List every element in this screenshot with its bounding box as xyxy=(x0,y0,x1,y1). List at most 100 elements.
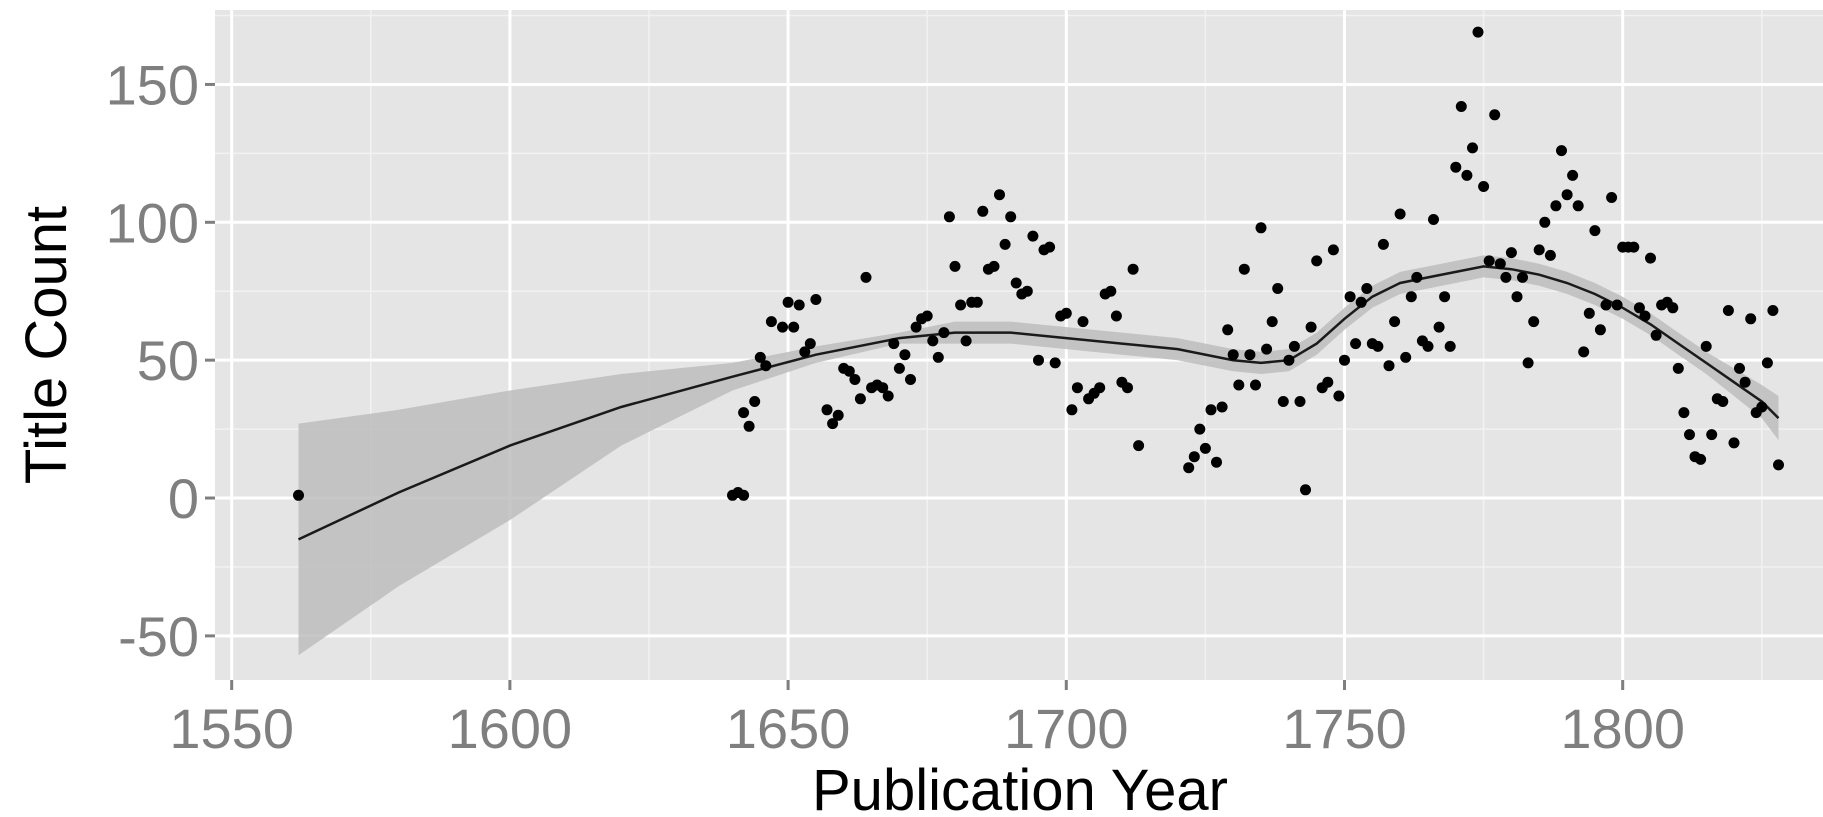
x-axis-title: Publication Year xyxy=(812,758,1228,817)
data-point xyxy=(1678,407,1690,419)
data-point xyxy=(1505,247,1517,259)
data-point xyxy=(1305,321,1317,333)
data-point xyxy=(1728,437,1740,449)
data-point xyxy=(804,338,816,350)
data-point xyxy=(810,294,822,305)
data-point xyxy=(1199,442,1211,454)
data-point xyxy=(1650,329,1662,341)
data-point xyxy=(1773,459,1784,471)
data-point xyxy=(1105,285,1117,297)
data-point xyxy=(1667,302,1679,314)
data-point xyxy=(1333,390,1345,402)
data-point xyxy=(1722,305,1734,316)
data-point xyxy=(760,360,772,372)
data-point xyxy=(938,327,950,339)
data-point xyxy=(1372,340,1384,352)
data-point xyxy=(1327,244,1339,256)
data-point xyxy=(955,299,967,311)
data-point xyxy=(1283,354,1295,366)
data-point xyxy=(1122,382,1133,394)
data-point xyxy=(1461,169,1473,181)
data-point xyxy=(1606,192,1618,203)
data-point xyxy=(1288,340,1300,352)
data-point xyxy=(1628,241,1640,253)
data-point xyxy=(1500,271,1512,283)
data-point xyxy=(1467,142,1478,154)
data-point xyxy=(1227,349,1239,361)
data-point xyxy=(1383,360,1395,372)
data-point xyxy=(1745,313,1757,325)
data-point xyxy=(1400,351,1412,363)
x-tick-label: 1700 xyxy=(1004,697,1129,760)
data-point xyxy=(899,349,911,361)
data-point xyxy=(1188,451,1200,463)
data-point xyxy=(1700,340,1712,352)
data-point xyxy=(1127,263,1139,275)
data-point xyxy=(1739,376,1751,388)
data-point xyxy=(1489,109,1501,121)
x-tick-labels: 1550 1600 1650 1700 1750 1800 xyxy=(169,697,1685,760)
data-point xyxy=(1539,216,1551,228)
data-point xyxy=(777,321,788,333)
data-point xyxy=(743,420,755,432)
data-point xyxy=(988,260,1000,272)
data-point xyxy=(1266,316,1278,328)
data-point xyxy=(910,321,922,333)
data-point xyxy=(843,365,855,377)
axis-ticks xyxy=(205,82,1625,690)
data-point xyxy=(765,316,777,328)
data-point xyxy=(1077,316,1089,328)
data-point xyxy=(1110,310,1122,322)
data-point xyxy=(1344,291,1356,303)
data-point xyxy=(1684,429,1695,441)
data-point xyxy=(888,338,900,350)
data-point xyxy=(1761,357,1773,369)
data-point xyxy=(1706,429,1718,441)
data-point xyxy=(1717,396,1729,407)
data-point xyxy=(1583,307,1595,319)
data-point xyxy=(1355,296,1367,308)
data-point xyxy=(971,296,983,308)
y-tick-label: 50 xyxy=(137,329,199,392)
data-point xyxy=(1444,340,1456,352)
data-point xyxy=(1594,324,1606,336)
data-point xyxy=(1550,200,1562,212)
data-point xyxy=(1422,340,1434,352)
data-point xyxy=(932,351,944,363)
data-point xyxy=(799,346,811,358)
data-point xyxy=(1511,291,1523,303)
data-point xyxy=(1250,379,1261,391)
data-point xyxy=(782,296,794,308)
data-point xyxy=(1767,305,1779,316)
data-point xyxy=(877,382,889,394)
data-point xyxy=(1194,423,1206,435)
y-axis-title: Title Count xyxy=(14,206,79,484)
data-point xyxy=(1405,291,1417,303)
data-point xyxy=(927,335,939,347)
data-point xyxy=(1411,271,1423,283)
data-point xyxy=(1522,357,1534,369)
y-tick-label: 150 xyxy=(106,53,199,116)
data-point xyxy=(854,393,866,405)
x-tick-label: 1650 xyxy=(726,697,851,760)
data-point xyxy=(1633,302,1645,314)
data-point xyxy=(1339,354,1350,366)
data-point xyxy=(882,390,894,402)
data-point xyxy=(960,335,972,347)
data-point xyxy=(849,374,861,385)
data-point xyxy=(1455,101,1467,112)
data-point xyxy=(1222,324,1234,336)
data-point xyxy=(832,409,844,421)
data-point xyxy=(1561,189,1573,201)
data-point xyxy=(1071,382,1083,394)
data-point xyxy=(1255,222,1267,234)
data-point xyxy=(1294,396,1306,407)
data-point xyxy=(1211,456,1222,468)
data-point xyxy=(827,418,839,430)
data-point xyxy=(1556,145,1567,157)
data-point xyxy=(1272,283,1284,294)
data-point xyxy=(1472,26,1484,38)
data-point xyxy=(793,299,805,311)
x-tick-label: 1600 xyxy=(448,697,573,760)
